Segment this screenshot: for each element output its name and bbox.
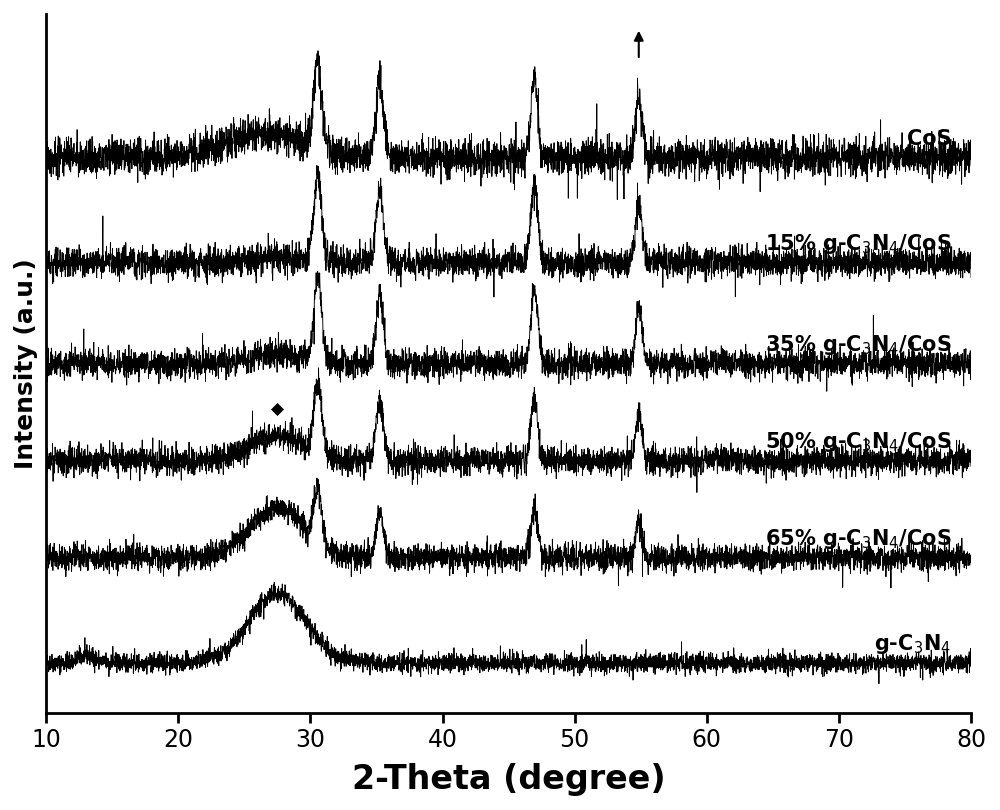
Text: 35% g-C$_3$N$_4$/CoS: 35% g-C$_3$N$_4$/CoS xyxy=(765,333,951,357)
Text: g-C$_3$N$_4$: g-C$_3$N$_4$ xyxy=(874,633,951,656)
Text: 65% g-C$_3$N$_4$/CoS: 65% g-C$_3$N$_4$/CoS xyxy=(765,527,951,551)
Text: 50% g-C$_3$N$_4$/CoS: 50% g-C$_3$N$_4$/CoS xyxy=(765,430,951,454)
Text: 15% g-C$_3$N$_4$/CoS: 15% g-C$_3$N$_4$/CoS xyxy=(765,232,951,256)
Text: CoS: CoS xyxy=(907,129,951,148)
Y-axis label: Intensity (a.u.): Intensity (a.u.) xyxy=(14,258,38,469)
X-axis label: 2-Theta (degree): 2-Theta (degree) xyxy=(352,763,665,796)
